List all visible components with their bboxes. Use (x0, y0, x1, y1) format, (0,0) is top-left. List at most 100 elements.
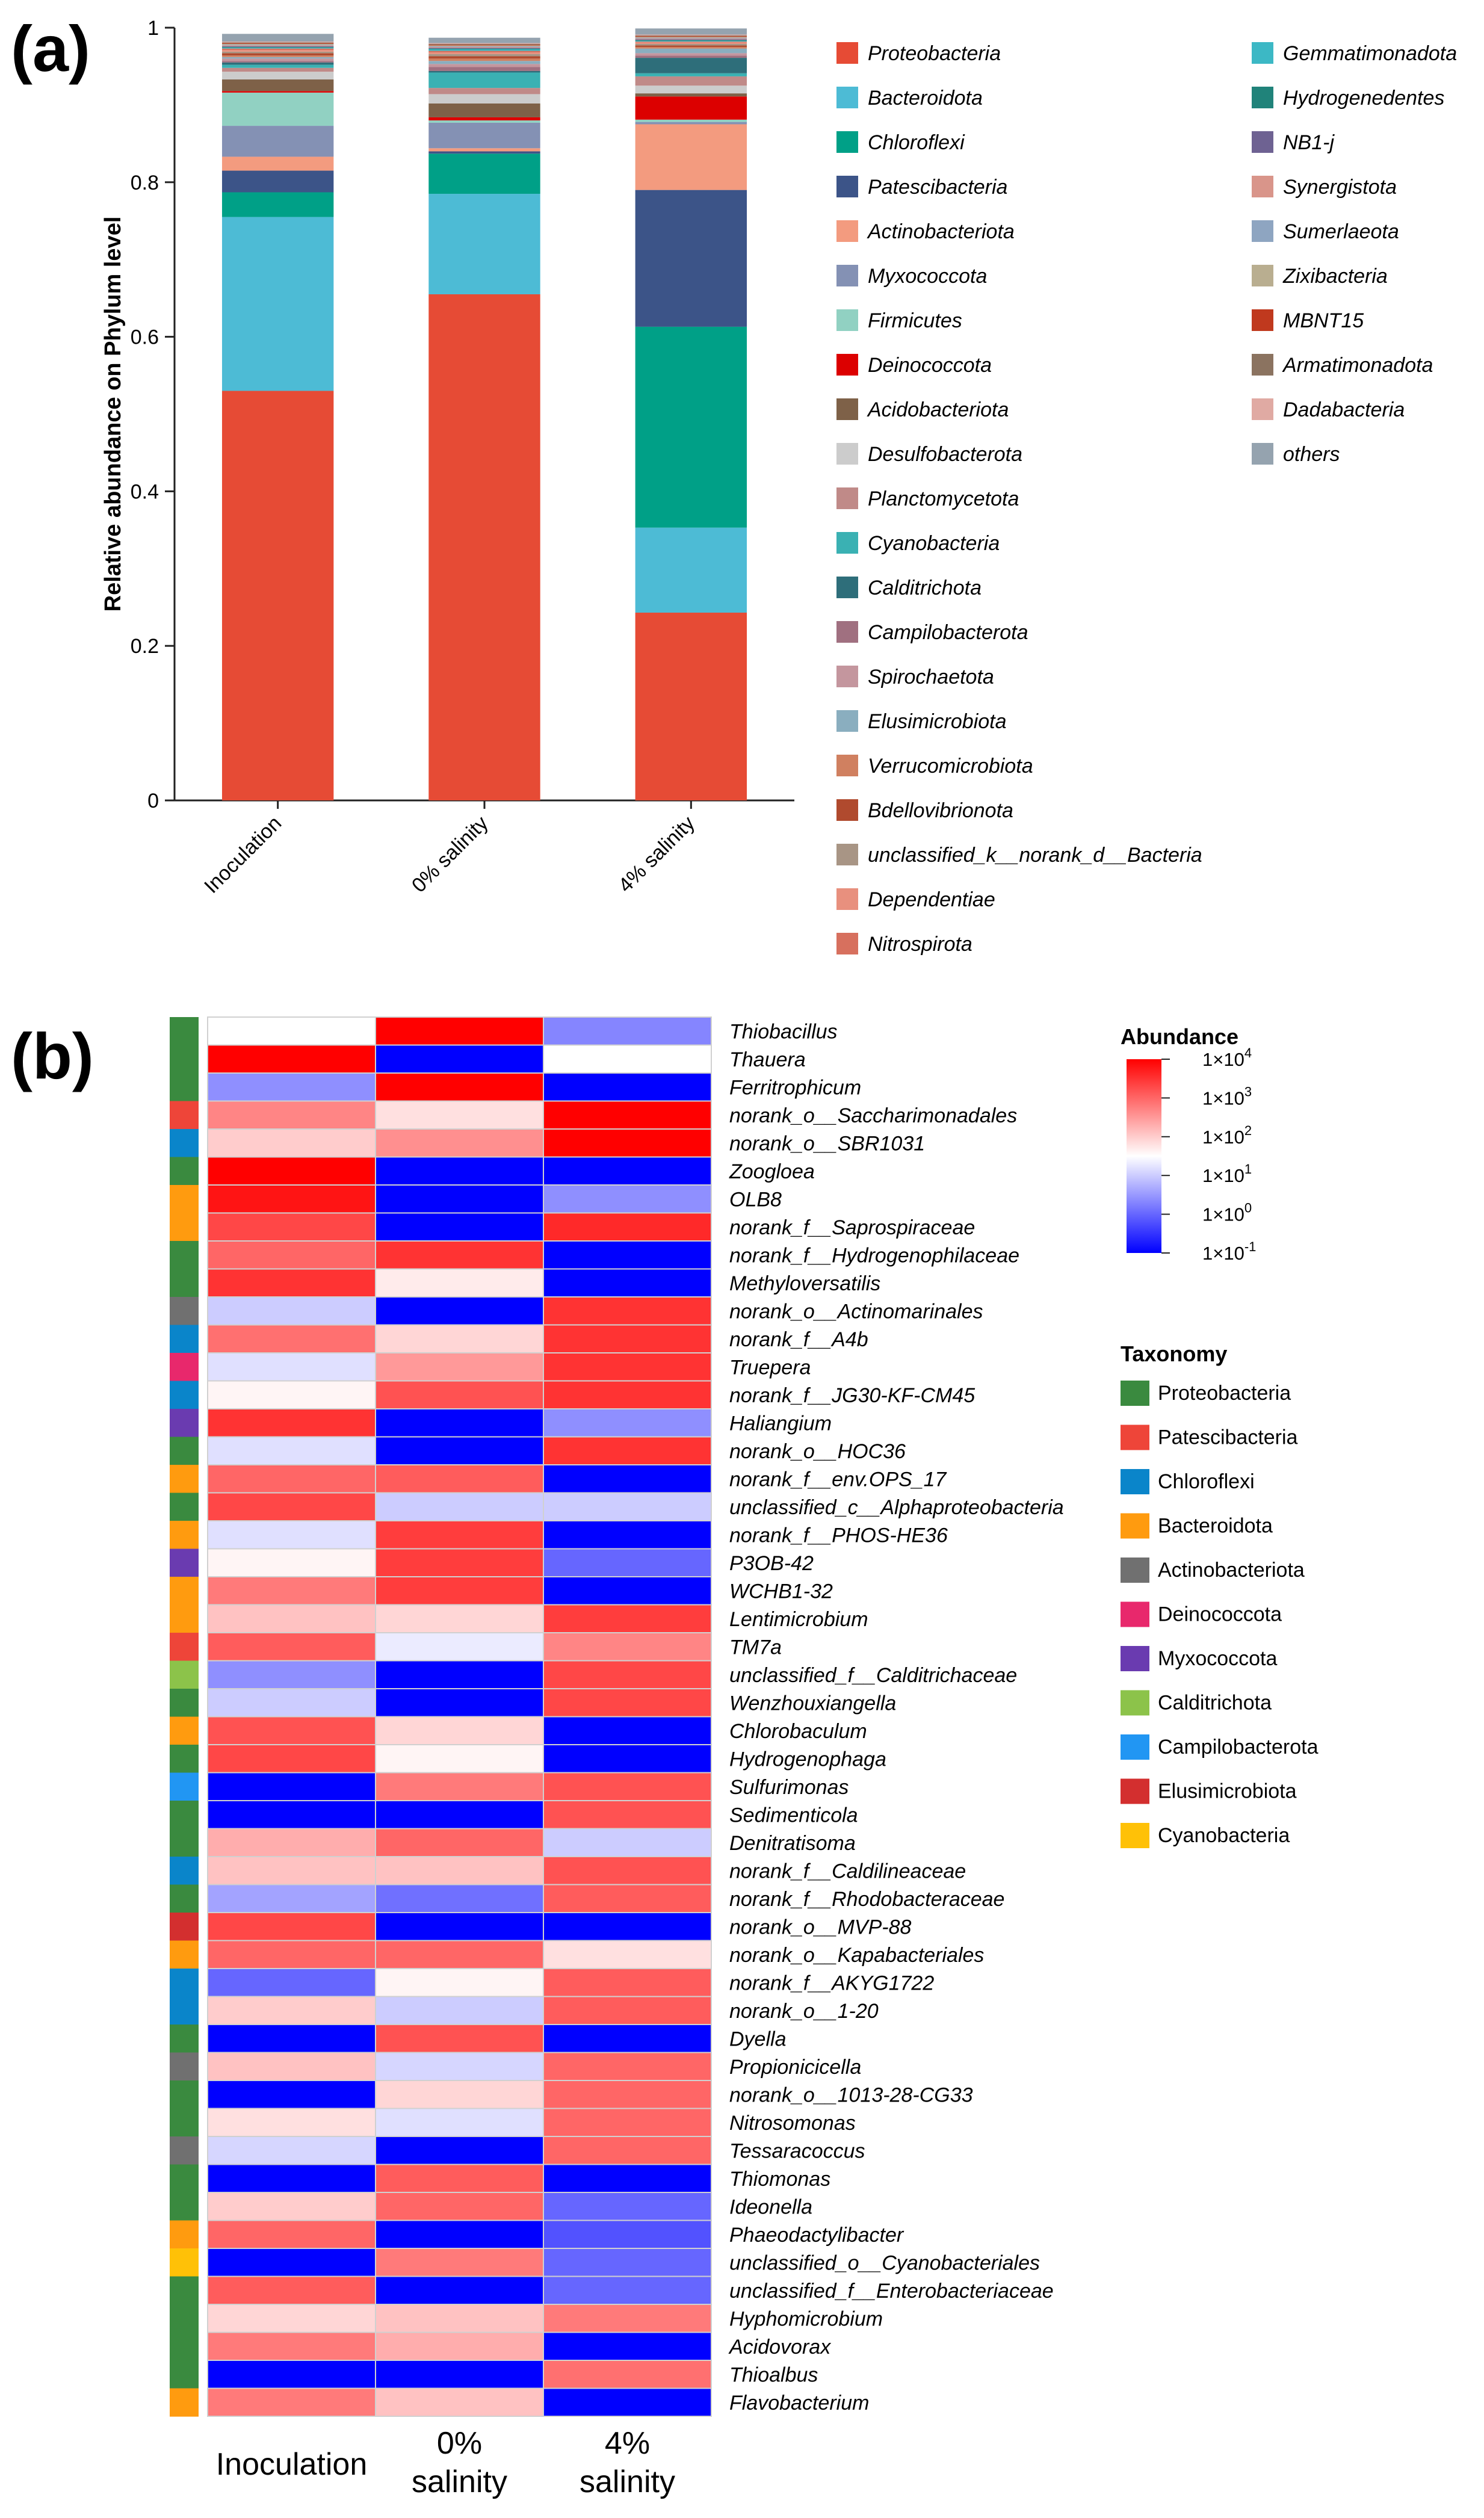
heatmap-cell (207, 2136, 376, 2165)
heatmap-cell (375, 1240, 544, 1270)
bar-segment (635, 40, 747, 42)
heatmap-cell (375, 1800, 544, 1830)
row-label: Wenzhouxiangella (729, 1692, 896, 1715)
row-label: Thiobacillus (729, 1020, 838, 1043)
legend-swatch (836, 443, 858, 465)
y-tick-label: 0.6 (131, 326, 159, 349)
taxonomy-label: Proteobacteria (1158, 1382, 1291, 1405)
heatmap-cell (543, 1100, 712, 1130)
y-tick-label: 1 (147, 17, 159, 40)
legend-label: Actinobacteriota (867, 220, 1015, 243)
legend-label: Campilobacterota (868, 621, 1028, 644)
heatmap-cell (207, 2275, 376, 2305)
phylum-color-strip (170, 1548, 199, 1577)
bar-segment (221, 67, 334, 72)
heatmap-cell (543, 2360, 712, 2389)
legend-label: Dependentiae (868, 888, 995, 911)
heatmap-cell (207, 1884, 376, 1913)
heatmap-cell (543, 1688, 712, 1718)
column-label: 0% (437, 2426, 482, 2461)
heatmap-cell (543, 2024, 712, 2053)
abundance-tick-label: 1×100 (1202, 1201, 1252, 1225)
taxonomy-label: Calditrichota (1158, 1692, 1272, 1715)
heatmap-cell (207, 1996, 376, 2025)
heatmap-cell (543, 1968, 712, 1997)
heatmap-cell (375, 2360, 544, 2389)
abundance-legend-title: Abundance (1121, 1024, 1238, 1049)
legend-label: Firmicutes (868, 309, 962, 332)
taxonomy-swatch (1121, 1469, 1149, 1494)
phylum-color-strip (170, 2332, 199, 2361)
heatmap-cell (207, 2052, 376, 2081)
heatmap-cell (375, 1884, 544, 1913)
heatmap-cell (375, 2024, 544, 2053)
bar-segment (221, 55, 334, 57)
heatmap-cell (207, 2219, 376, 2249)
legend-label: Calditrichota (868, 577, 982, 599)
heatmap-cell (543, 1660, 712, 1689)
bar-segment (221, 42, 334, 43)
row-label: norank_f__A4b (729, 1328, 868, 1351)
tick-base: 1×10 (1202, 1165, 1244, 1186)
row-label: norank_o__Kapabacteriales (729, 1944, 984, 1967)
heatmap-cell (543, 1772, 712, 1801)
row-label: Ideonella (729, 2195, 812, 2218)
bar-segment (221, 57, 334, 59)
heatmap-cell (543, 2387, 712, 2417)
phylum-color-strip (170, 1521, 199, 1550)
bar-segment (635, 612, 747, 800)
legend-swatch (836, 710, 858, 732)
y-axis-title: Relative abundance on Phylum level (100, 217, 126, 612)
heatmap-cell (543, 2219, 712, 2249)
phylum-color-strip (170, 1437, 199, 1465)
bar-segment (428, 56, 540, 59)
bar-segment (221, 46, 334, 48)
heatmap-cell (543, 1156, 712, 1186)
heatmap-cell (543, 1996, 712, 2025)
heatmap-cell (207, 1436, 376, 1465)
bar-segment (635, 527, 747, 613)
bar-segment (428, 153, 540, 194)
heatmap-cell (543, 2192, 712, 2221)
legend-swatch (1252, 443, 1273, 465)
heatmap-cell (375, 2192, 544, 2221)
legend-label: Proteobacteria (868, 42, 1001, 65)
row-label: Thiomonas (729, 2168, 830, 2191)
tick-base: 1×10 (1202, 1204, 1244, 1225)
legend-swatch (836, 799, 858, 821)
heatmap-cell (375, 1380, 544, 1409)
row-label: norank_f__Rhodobacteraceae (729, 1888, 1004, 1911)
phylum-color-strip (170, 2136, 199, 2165)
y-tick-label: 0.4 (131, 480, 159, 503)
heatmap-cell (543, 1436, 712, 1465)
phylum-color-strip (170, 2108, 199, 2137)
row-label: norank_o__MVP-88 (729, 1916, 912, 1938)
taxonomy-label: Chloroflexi (1158, 1470, 1255, 1493)
tick-exponent: 4 (1244, 1045, 1252, 1060)
row-label: norank_f__PHOS-HE36 (729, 1524, 948, 1547)
bar-segment (635, 34, 747, 36)
tick-exponent: 3 (1244, 1084, 1252, 1099)
panel-label-b: (b) (11, 1019, 94, 1092)
taxonomy-swatch (1121, 1734, 1149, 1760)
phylum-color-strip (170, 1828, 199, 1857)
x-tick-label: 4% salinity (614, 812, 699, 897)
heatmap-cell (375, 2052, 544, 2081)
legend-swatch (836, 487, 858, 509)
heatmap-cell (543, 1828, 712, 1857)
phylum-color-strip (170, 1017, 199, 1046)
phylum-color-strip (170, 2276, 199, 2305)
x-tick-label: Inoculation (200, 812, 286, 898)
legend-label: Elusimicrobiota (868, 710, 1007, 733)
heatmap-cell (543, 1016, 712, 1046)
bar-segment (221, 43, 334, 45)
bar-segment (635, 40, 747, 41)
legend-label: Dadabacteria (1283, 398, 1405, 421)
heatmap-cell (207, 1156, 376, 1186)
tick-base: 1×10 (1202, 1049, 1244, 1070)
row-label: Truepera (729, 1356, 811, 1379)
heatmap-cell (207, 2164, 376, 2193)
heatmap-cell (543, 1408, 712, 1438)
bar-segment (221, 51, 334, 54)
column-label: 4% (605, 2426, 650, 2461)
